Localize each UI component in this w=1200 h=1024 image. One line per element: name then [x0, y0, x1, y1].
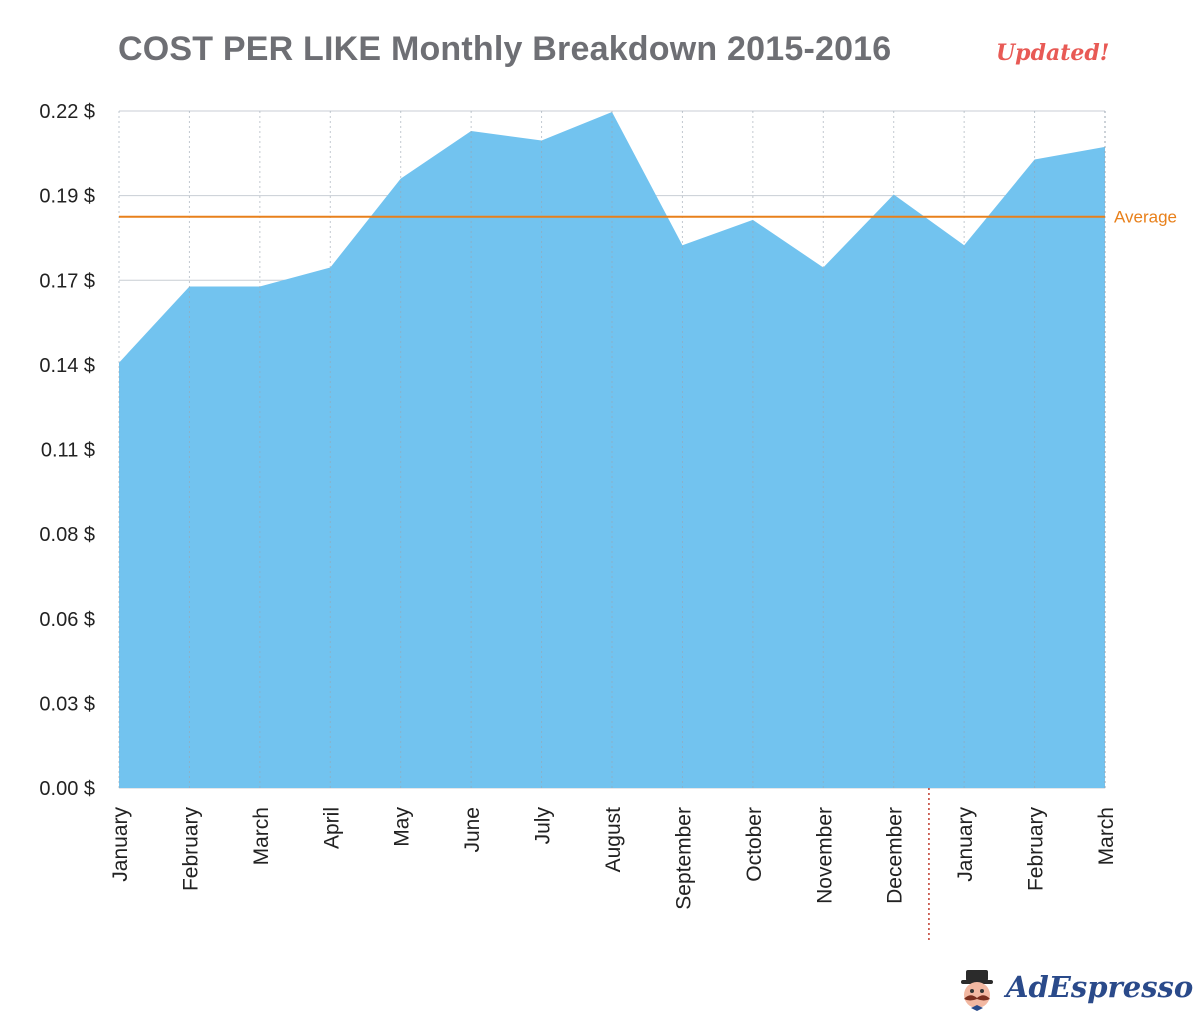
y-tick-label: 0.14 $ — [39, 355, 95, 377]
x-tick-label: July — [532, 807, 555, 845]
y-tick-label: 0.06 $ — [39, 609, 95, 631]
y-tick-label: 0.19 $ — [39, 186, 95, 208]
chart-title: COST PER LIKE Monthly Breakdown 2015-201… — [118, 30, 892, 68]
updated-badge: Updated! — [996, 40, 1110, 66]
x-tick-label: May — [391, 807, 414, 847]
x-tick-label: January — [954, 807, 977, 882]
y-tick-label: 0.03 $ — [39, 693, 95, 715]
y-tick-label: 0.22 $ — [39, 101, 95, 123]
x-tick-label: March — [1095, 807, 1118, 865]
x-tick-label: January — [109, 807, 132, 882]
cost-per-like-area — [119, 111, 1105, 789]
x-tick-label: November — [813, 807, 836, 904]
x-tick-label: August — [602, 807, 625, 873]
y-tick-label: 0.11 $ — [41, 440, 95, 462]
y-tick-label: 0.08 $ — [39, 524, 95, 546]
x-tick-label: June — [461, 807, 484, 853]
adespresso-logo: AdEspresso — [958, 968, 1193, 1012]
x-tick-label: February — [1025, 807, 1048, 892]
logo-text: AdEspresso — [1006, 970, 1194, 1004]
x-tick-label: April — [320, 807, 343, 849]
y-tick-label: 0.00 $ — [39, 778, 95, 800]
y-axis-ticks: 0.00 $ 0.03 $ 0.06 $ 0.08 $ 0.11 $ 0.14 $ 0.17… — [39, 101, 95, 800]
x-tick-label: September — [672, 807, 695, 910]
x-tick-label: March — [250, 807, 273, 865]
x-axis-ticks: January February March April May June July Augu… — [109, 807, 1118, 910]
x-tick-label: October — [743, 807, 766, 882]
x-tick-label: February — [179, 807, 202, 892]
y-tick-label: 0.17 $ — [39, 270, 95, 292]
x-tick-label: December — [884, 807, 907, 904]
mascot-icon — [961, 970, 993, 1011]
average-label: Average — [1114, 208, 1177, 227]
